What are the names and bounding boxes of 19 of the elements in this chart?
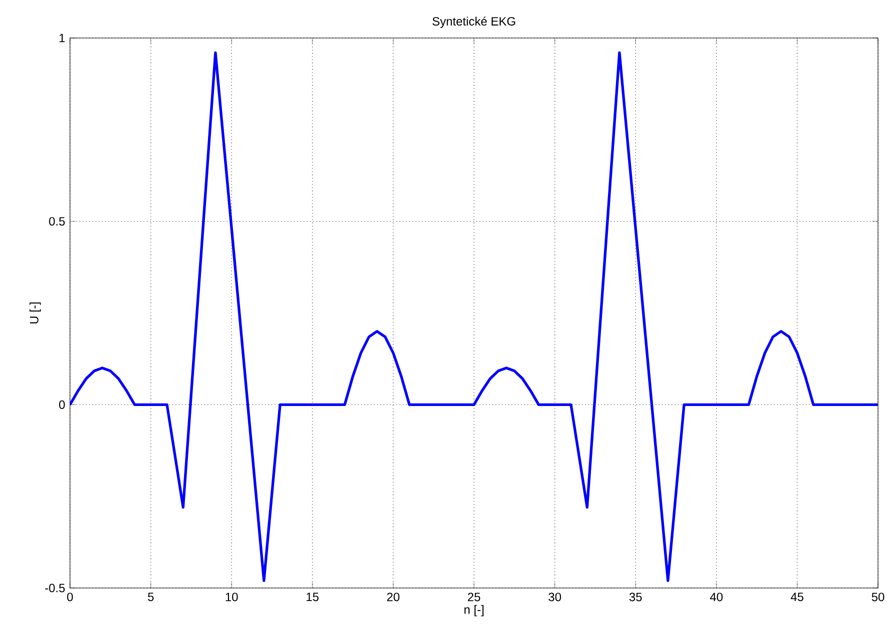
y-tick-label: 0 — [59, 400, 65, 409]
x-tick-label: 20 — [387, 592, 400, 602]
x-tick-label: 35 — [629, 592, 642, 602]
x-tick-label: 40 — [710, 592, 723, 602]
line-series — [70, 51, 878, 582]
x-tick-label: 0 — [67, 592, 73, 602]
y-axis-title: U [-] — [30, 302, 41, 324]
y-tick-label: 0.5 — [49, 217, 65, 226]
y-tick-label: -0.5 — [45, 584, 65, 592]
x-tick-label: 50 — [872, 592, 884, 602]
x-tick-label: 10 — [226, 592, 238, 602]
x-tick-label: 30 — [548, 592, 562, 602]
x-tick-label: 5 — [148, 592, 154, 602]
y-tick-label: 1 — [60, 34, 65, 42]
x-tick-label: 15 — [306, 592, 319, 602]
x-tick-label: 25 — [468, 592, 480, 602]
chart-title: Syntetické EKG — [432, 16, 516, 28]
x-axis-title: n [-] — [464, 605, 484, 616]
x-tick-label: 45 — [790, 592, 804, 602]
